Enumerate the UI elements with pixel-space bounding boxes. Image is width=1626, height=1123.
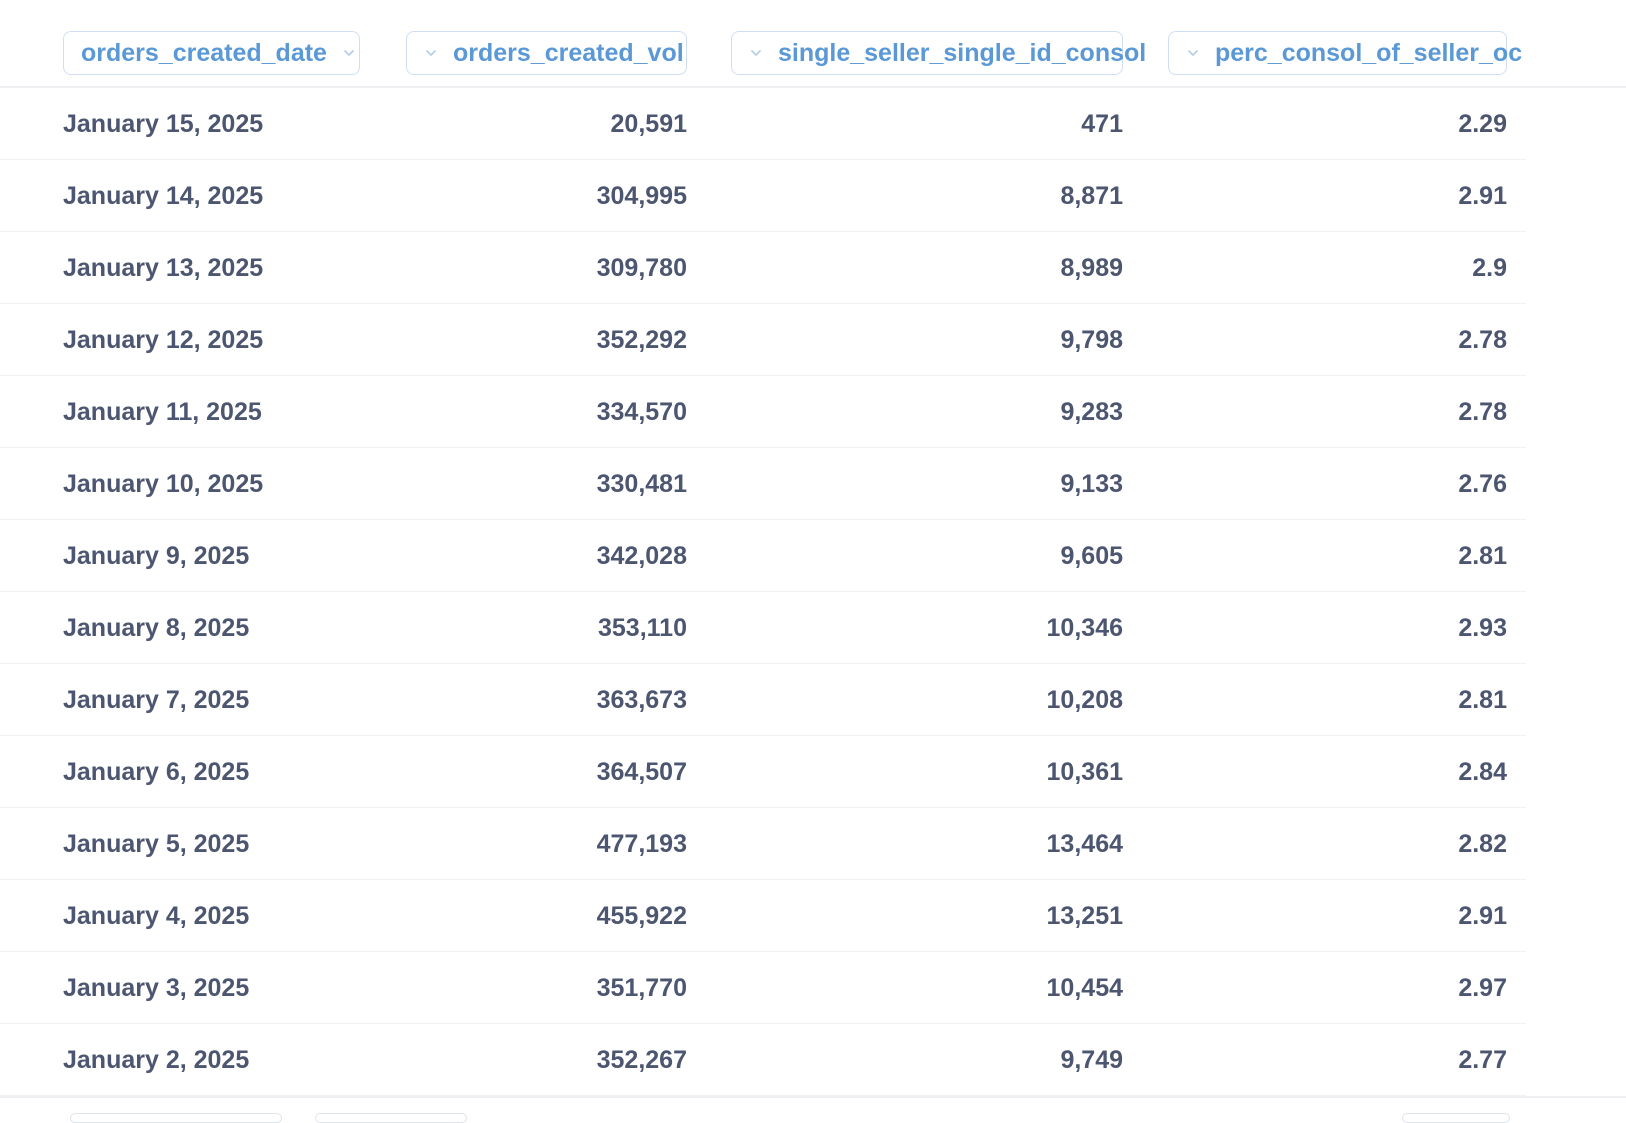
cell-orders-created-vol[interactable]: 20,591	[610, 110, 687, 138]
cell-orders-created-vol[interactable]: 352,292	[596, 326, 687, 354]
cell-orders-created-vol[interactable]: 351,770	[596, 974, 687, 1002]
cell-orders-created-date[interactable]: January 14, 2025	[63, 182, 264, 210]
cell-orders-created-date[interactable]: January 4, 2025	[63, 902, 250, 930]
cell-single-seller-single-id-consol[interactable]: 10,454	[1046, 974, 1123, 1002]
chevron-down-icon	[1185, 45, 1201, 61]
column-header-perc-consol-of-seller-oc[interactable]: perc_consol_of_seller_oc	[1168, 31, 1522, 75]
cell-orders-created-date[interactable]: January 8, 2025	[63, 614, 250, 642]
cell-single-seller-single-id-consol[interactable]: 10,361	[1046, 758, 1123, 786]
cell-orders-created-vol[interactable]: 364,507	[596, 758, 687, 786]
cell-single-seller-single-id-consol[interactable]: 9,798	[1060, 326, 1123, 354]
table-row: January 15, 2025 20,591 471 2.29	[0, 88, 1526, 160]
footer-button[interactable]	[70, 1113, 282, 1123]
cell-perc-consol-of-seller-oc[interactable]: 2.78	[1458, 326, 1507, 354]
table-row: January 7, 2025 363,673 10,208 2.81	[0, 664, 1526, 736]
cell-orders-created-date[interactable]: January 7, 2025	[63, 686, 250, 714]
column-header-orders-created-date[interactable]: orders_created_date	[63, 31, 360, 75]
table-row: January 12, 2025 352,292 9,798 2.78	[0, 304, 1526, 376]
cell-orders-created-vol[interactable]: 309,780	[596, 254, 687, 282]
table-row: January 2, 2025 352,267 9,749 2.77	[0, 1024, 1526, 1096]
chevron-down-icon	[341, 45, 357, 61]
cell-perc-consol-of-seller-oc[interactable]: 2.91	[1458, 182, 1507, 210]
cell-single-seller-single-id-consol[interactable]: 9,605	[1060, 542, 1123, 570]
cell-orders-created-vol[interactable]: 352,267	[596, 1046, 687, 1074]
cell-perc-consol-of-seller-oc[interactable]: 2.76	[1458, 470, 1507, 498]
column-header-label: orders_created_date	[81, 38, 327, 67]
cell-orders-created-vol[interactable]: 363,673	[596, 686, 687, 714]
table-row: January 3, 2025 351,770 10,454 2.97	[0, 952, 1526, 1024]
column-header-orders-created-vol[interactable]: orders_created_vol	[406, 31, 687, 75]
cell-orders-created-date[interactable]: January 15, 2025	[63, 110, 264, 138]
cell-orders-created-vol[interactable]: 455,922	[596, 902, 687, 930]
table-row: January 8, 2025 353,110 10,346 2.93	[0, 592, 1526, 664]
chevron-down-icon	[423, 45, 439, 61]
cell-orders-created-vol[interactable]: 334,570	[596, 398, 687, 426]
column-header-single-seller-single-id-consol[interactable]: single_seller_single_id_consol	[731, 31, 1146, 75]
table-row: January 5, 2025 477,193 13,464 2.82	[0, 808, 1526, 880]
cell-perc-consol-of-seller-oc[interactable]: 2.93	[1458, 614, 1507, 642]
cell-orders-created-date[interactable]: January 5, 2025	[63, 830, 250, 858]
cell-single-seller-single-id-consol[interactable]: 9,749	[1060, 1046, 1123, 1074]
footer-button[interactable]	[315, 1113, 467, 1123]
table-row: January 10, 2025 330,481 9,133 2.76	[0, 448, 1526, 520]
cell-orders-created-vol[interactable]: 353,110	[598, 614, 687, 642]
cell-perc-consol-of-seller-oc[interactable]: 2.82	[1458, 830, 1507, 858]
table-row: January 4, 2025 455,922 13,251 2.91	[0, 880, 1526, 952]
cell-orders-created-date[interactable]: January 12, 2025	[63, 326, 264, 354]
column-header-label: single_seller_single_id_consol	[778, 38, 1147, 67]
cell-perc-consol-of-seller-oc[interactable]: 2.77	[1458, 1046, 1507, 1074]
table-row: January 6, 2025 364,507 10,361 2.84	[0, 736, 1526, 808]
table-footer-divider	[0, 1096, 1626, 1098]
table-row: January 11, 2025 334,570 9,283 2.78	[0, 376, 1526, 448]
cell-single-seller-single-id-consol[interactable]: 471	[1081, 110, 1123, 138]
cell-orders-created-vol[interactable]: 330,481	[596, 470, 687, 498]
cell-single-seller-single-id-consol[interactable]: 8,871	[1060, 182, 1123, 210]
cell-perc-consol-of-seller-oc[interactable]: 2.81	[1458, 542, 1507, 570]
cell-orders-created-vol[interactable]: 342,028	[596, 542, 687, 570]
cell-orders-created-vol[interactable]: 477,193	[596, 830, 687, 858]
column-header-label: perc_consol_of_seller_oc	[1215, 38, 1523, 67]
cell-single-seller-single-id-consol[interactable]: 10,208	[1046, 686, 1123, 714]
cell-orders-created-date[interactable]: January 6, 2025	[63, 758, 250, 786]
column-header-label: orders_created_vol	[453, 38, 684, 67]
cell-perc-consol-of-seller-oc[interactable]: 2.78	[1458, 398, 1507, 426]
cell-single-seller-single-id-consol[interactable]: 13,251	[1046, 902, 1123, 930]
cell-perc-consol-of-seller-oc[interactable]: 2.9	[1472, 254, 1507, 282]
table-row: January 9, 2025 342,028 9,605 2.81	[0, 520, 1526, 592]
table-row: January 14, 2025 304,995 8,871 2.91	[0, 160, 1526, 232]
cell-orders-created-date[interactable]: January 9, 2025	[63, 542, 250, 570]
cell-orders-created-date[interactable]: January 10, 2025	[63, 470, 264, 498]
cell-single-seller-single-id-consol[interactable]: 13,464	[1046, 830, 1123, 858]
table-header: orders_created_date orders_created_vol s…	[0, 0, 1626, 88]
cell-perc-consol-of-seller-oc[interactable]: 2.97	[1458, 974, 1507, 1002]
cell-single-seller-single-id-consol[interactable]: 8,989	[1060, 254, 1123, 282]
cell-orders-created-date[interactable]: January 3, 2025	[63, 974, 250, 1002]
chevron-down-icon	[748, 45, 764, 61]
cell-perc-consol-of-seller-oc[interactable]: 2.91	[1458, 902, 1507, 930]
footer-button[interactable]	[1402, 1113, 1510, 1123]
cell-single-seller-single-id-consol[interactable]: 10,346	[1046, 614, 1123, 642]
table-row: January 13, 2025 309,780 8,989 2.9	[0, 232, 1526, 304]
cell-orders-created-vol[interactable]: 304,995	[596, 182, 687, 210]
cell-orders-created-date[interactable]: January 2, 2025	[63, 1046, 250, 1074]
cell-orders-created-date[interactable]: January 13, 2025	[63, 254, 264, 282]
cell-single-seller-single-id-consol[interactable]: 9,133	[1060, 470, 1123, 498]
cell-perc-consol-of-seller-oc[interactable]: 2.29	[1458, 110, 1507, 138]
cell-single-seller-single-id-consol[interactable]: 9,283	[1060, 398, 1123, 426]
table-body: January 15, 2025 20,591 471 2.29 January…	[0, 88, 1626, 1096]
cell-orders-created-date[interactable]: January 11, 2025	[63, 398, 262, 426]
cell-perc-consol-of-seller-oc[interactable]: 2.81	[1458, 686, 1507, 714]
cell-perc-consol-of-seller-oc[interactable]: 2.84	[1458, 758, 1507, 786]
